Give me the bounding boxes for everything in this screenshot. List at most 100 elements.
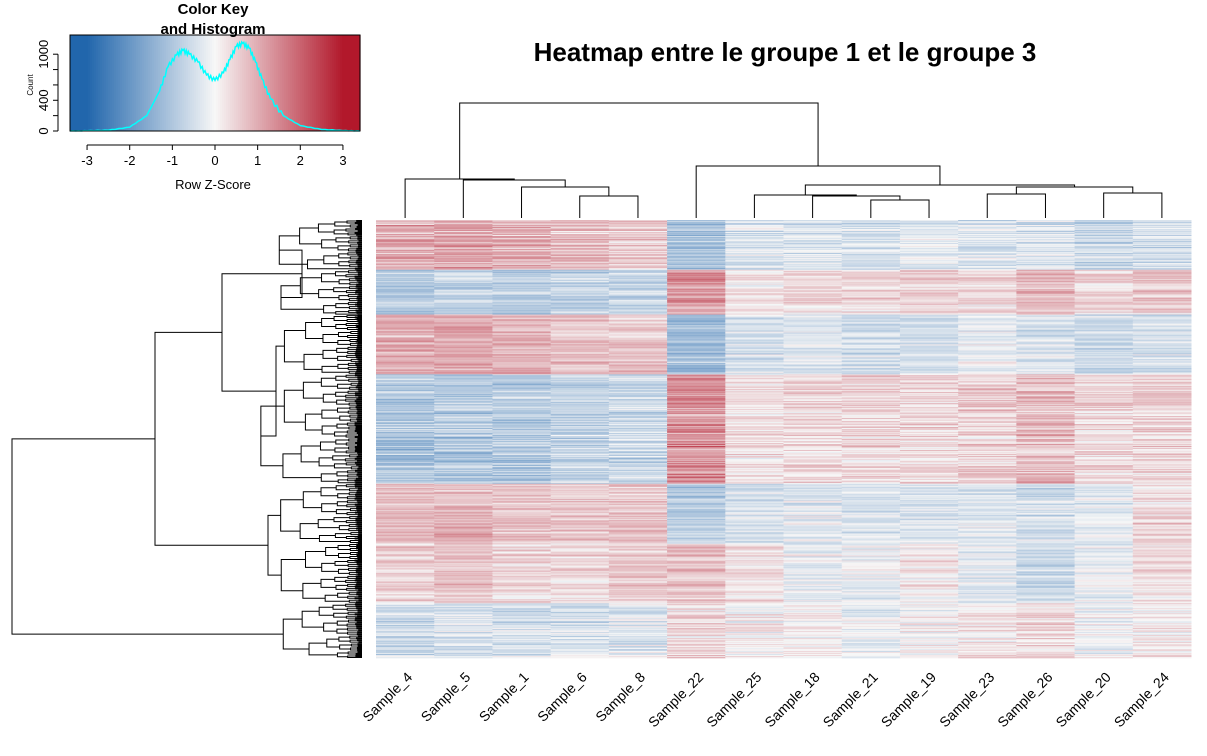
heatmap-cell — [899, 241, 959, 244]
heatmap-cell — [841, 463, 901, 466]
row-dendrogram-branch — [334, 431, 348, 437]
heatmap-cell — [1132, 292, 1192, 295]
row-dendrogram-branch — [355, 655, 362, 658]
row-dendrogram-branch — [357, 336, 362, 339]
color-key-strip — [124, 35, 127, 131]
heatmap-cell — [1132, 359, 1192, 361]
heatmap-cell — [492, 226, 552, 229]
heatmap-cell — [667, 243, 726, 246]
heatmap-cell — [783, 370, 843, 372]
heatmap-cell — [725, 317, 784, 319]
heatmap-cell — [434, 357, 493, 359]
heatmap-cell — [725, 471, 784, 474]
heatmap-cell — [608, 394, 668, 396]
heatmap-cell — [1016, 451, 1076, 454]
heatmap-cell — [667, 505, 726, 508]
row-dendrogram-branch — [320, 473, 339, 482]
row-dendrogram-branch — [354, 221, 362, 224]
heatmap-cell — [608, 396, 668, 398]
heatmap-cell — [725, 418, 784, 420]
heatmap-cell — [899, 452, 959, 455]
heatmap-cell — [434, 228, 493, 231]
heatmap-cell — [608, 227, 668, 230]
heatmap-cell — [492, 468, 552, 471]
heatmap-cell — [1074, 292, 1134, 295]
heatmap-cell — [667, 264, 726, 267]
heatmap-cell — [667, 420, 726, 422]
heatmap-cell — [667, 365, 726, 367]
row-dendrogram-branch — [357, 388, 362, 391]
heatmap-cell — [434, 503, 493, 506]
heatmap-cell — [725, 423, 784, 425]
heatmap-cell — [667, 232, 726, 235]
heatmap-cell — [958, 230, 1017, 233]
heatmap-cell — [725, 258, 784, 261]
heatmap-cell — [958, 280, 1017, 283]
heatmap-cell — [492, 231, 552, 234]
heatmap-cell — [1132, 429, 1192, 431]
heatmap-cell — [608, 228, 668, 231]
heatmap-cell — [841, 460, 901, 463]
heatmap-cell — [1016, 423, 1076, 425]
heatmap-cell — [783, 502, 843, 505]
row-dendrogram-branch — [356, 225, 362, 228]
heatmap-cell — [958, 401, 1017, 403]
heatmap-cell — [667, 400, 726, 402]
heatmap-cell — [434, 362, 493, 364]
row-dendrogram-branch — [357, 416, 362, 419]
heatmap-cell — [725, 396, 784, 398]
heatmap-cell — [783, 382, 843, 384]
heatmap-cell — [725, 299, 784, 301]
heatmap-cell — [783, 352, 843, 354]
heatmap-cell — [1132, 514, 1192, 516]
heatmap-cell — [550, 290, 610, 293]
heatmap-cell — [725, 301, 784, 303]
heatmap-cell — [899, 305, 959, 307]
heatmap-cell — [667, 385, 726, 387]
heatmap-cell — [899, 375, 959, 377]
heatmap-cell — [841, 520, 901, 522]
heatmap-cell — [492, 480, 552, 483]
row-dendrogram-branch — [336, 347, 349, 353]
heatmap-cell — [1074, 417, 1134, 419]
heatmap-cell — [434, 440, 493, 442]
heatmap-cell — [841, 371, 901, 373]
heatmap-cell — [725, 449, 784, 452]
heatmap-cell — [667, 362, 726, 364]
heatmap-cell — [550, 220, 610, 222]
heatmap-cell — [1132, 233, 1192, 236]
heatmap-cell — [725, 247, 784, 250]
heatmap-cell — [1074, 297, 1134, 299]
heatmap-cell — [1074, 501, 1134, 504]
heatmap-cell — [550, 283, 610, 286]
heatmap-cell — [1074, 455, 1134, 458]
heatmap-cell — [1132, 332, 1192, 334]
heatmap-cell — [958, 469, 1017, 472]
heatmap-cell — [550, 260, 610, 263]
heatmap-cell — [958, 321, 1017, 323]
heatmap-cell — [1016, 364, 1076, 366]
heatmap-cell — [899, 443, 959, 446]
heatmap-cell — [899, 526, 959, 528]
heatmap-cell — [783, 363, 843, 365]
heatmap-cell — [1074, 365, 1134, 367]
heatmap-cell — [1074, 266, 1134, 269]
heatmap-cell — [667, 297, 726, 299]
heatmap-cell — [434, 409, 493, 411]
heatmap-cell — [667, 427, 726, 429]
row-dendrogram-branch — [338, 636, 351, 642]
heatmap-cell — [899, 362, 959, 364]
heatmap-cell — [1016, 513, 1076, 516]
heatmap-cell — [492, 359, 552, 361]
heatmap-cell — [667, 502, 726, 505]
heatmap-cell — [725, 308, 784, 310]
heatmap-cell — [725, 425, 784, 427]
heatmap-cell — [1074, 424, 1134, 426]
row-dendrogram-branch — [357, 384, 362, 387]
heatmap-cell — [608, 330, 668, 332]
heatmap-cell — [608, 238, 668, 241]
heatmap-cell — [899, 527, 959, 529]
heatmap-cell — [1016, 235, 1076, 238]
heatmap-cell — [783, 472, 843, 475]
row-dendrogram-branch — [356, 521, 362, 524]
